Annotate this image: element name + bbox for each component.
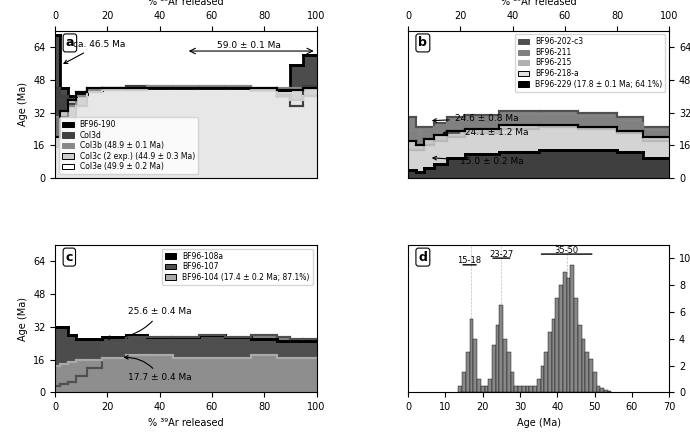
- Bar: [495, 325, 500, 392]
- Text: 15-18: 15-18: [457, 256, 482, 266]
- Bar: [466, 352, 470, 392]
- Bar: [511, 372, 514, 392]
- X-axis label: % ³⁹Ar released: % ³⁹Ar released: [148, 418, 224, 428]
- Text: ca. 46.5 Ma: ca. 46.5 Ma: [64, 40, 126, 64]
- Text: 24.1 ± 1.2 Ma: 24.1 ± 1.2 Ma: [444, 128, 529, 137]
- Bar: [526, 386, 529, 392]
- Bar: [604, 390, 608, 392]
- Bar: [533, 386, 537, 392]
- Text: 17.7 ± 0.4 Ma: 17.7 ± 0.4 Ma: [124, 355, 192, 382]
- Bar: [514, 386, 518, 392]
- Y-axis label: Age (Ma): Age (Ma): [17, 82, 28, 126]
- Text: 23-27: 23-27: [489, 250, 513, 259]
- Bar: [492, 345, 495, 392]
- Bar: [470, 319, 473, 392]
- Legend: BF96-108a, BF96-107, BF96-104 (17.4 ± 0.2 Ma; 87.1%): BF96-108a, BF96-107, BF96-104 (17.4 ± 0.…: [161, 249, 313, 285]
- Text: d: d: [418, 251, 427, 264]
- Bar: [582, 339, 585, 392]
- Bar: [566, 278, 571, 392]
- Bar: [544, 352, 548, 392]
- X-axis label: Age (Ma): Age (Ma): [517, 418, 561, 428]
- Bar: [563, 272, 566, 392]
- Text: c: c: [66, 251, 73, 264]
- Bar: [589, 359, 593, 392]
- Bar: [462, 372, 466, 392]
- Text: 35-50: 35-50: [555, 246, 579, 255]
- Bar: [559, 285, 563, 392]
- Bar: [574, 298, 578, 392]
- Bar: [593, 372, 596, 392]
- Legend: BF96-202-c3, BF96-211, BF96-215, BF96-218-a, BF96-229 (17.8 ± 0.1 Ma; 64.1%): BF96-202-c3, BF96-211, BF96-215, BF96-21…: [515, 34, 665, 92]
- Bar: [608, 391, 611, 392]
- Bar: [600, 388, 604, 392]
- Bar: [518, 386, 522, 392]
- Bar: [458, 386, 462, 392]
- Bar: [489, 379, 492, 392]
- Bar: [578, 325, 582, 392]
- Bar: [473, 339, 477, 392]
- Bar: [529, 386, 533, 392]
- Bar: [555, 298, 559, 392]
- Bar: [522, 386, 526, 392]
- Bar: [571, 265, 574, 392]
- Bar: [585, 352, 589, 392]
- Text: a: a: [66, 37, 74, 49]
- Bar: [477, 379, 481, 392]
- X-axis label: % ³⁹Ar released: % ³⁹Ar released: [501, 0, 576, 7]
- Text: 25.6 ± 0.4 Ma: 25.6 ± 0.4 Ma: [106, 307, 192, 340]
- Bar: [548, 332, 552, 392]
- Legend: BF96-190, Col3d, Col3b (48.9 ± 0.1 Ma), Col3c (2 exp.) (44.9 ± 0.3 Ma), Col3e (4: BF96-190, Col3d, Col3b (48.9 ± 0.1 Ma), …: [59, 117, 198, 174]
- X-axis label: % ³⁹Ar released: % ³⁹Ar released: [148, 0, 224, 7]
- Text: 24.6 ± 0.8 Ma: 24.6 ± 0.8 Ma: [433, 114, 519, 123]
- Bar: [484, 386, 489, 392]
- Bar: [596, 386, 600, 392]
- Bar: [481, 386, 484, 392]
- Bar: [503, 339, 507, 392]
- Y-axis label: Age (Ma): Age (Ma): [17, 296, 28, 341]
- Bar: [540, 365, 544, 392]
- Bar: [537, 379, 540, 392]
- Text: b: b: [418, 37, 427, 49]
- Text: 59.0 ± 0.1 Ma: 59.0 ± 0.1 Ma: [217, 41, 281, 50]
- Bar: [552, 319, 555, 392]
- Bar: [500, 305, 503, 392]
- Bar: [507, 352, 511, 392]
- Text: 15.0 ± 0.2 Ma: 15.0 ± 0.2 Ma: [433, 157, 524, 166]
